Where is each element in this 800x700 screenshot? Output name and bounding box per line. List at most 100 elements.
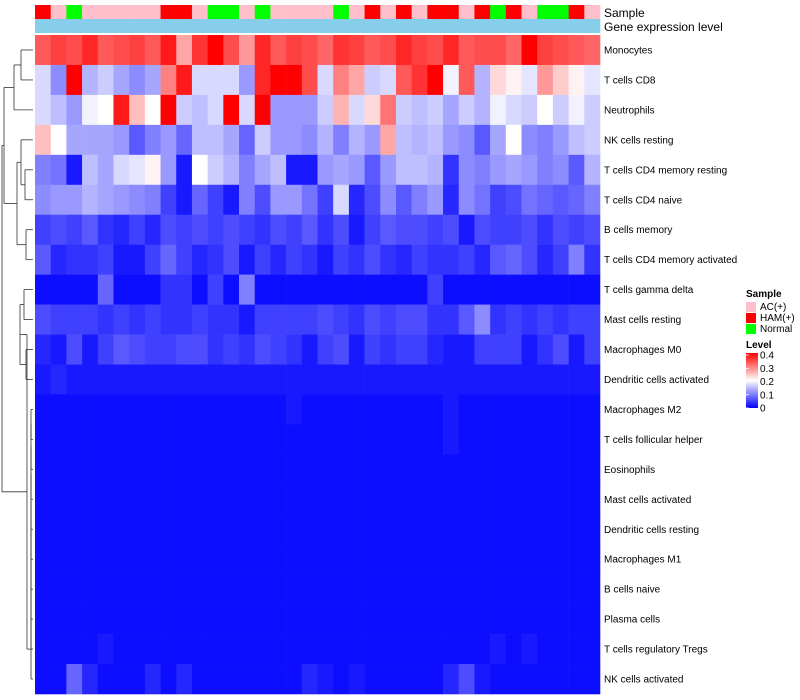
heatmap-cell — [458, 274, 475, 305]
heatmap-cell — [395, 484, 412, 515]
heatmap-cell — [333, 454, 350, 485]
color-scale-tick-label: 0.4 — [760, 351, 774, 362]
heatmap-cell — [113, 124, 130, 156]
heatmap-cell — [317, 274, 334, 305]
heatmap-cell — [144, 304, 161, 335]
heatmap-cell — [552, 64, 569, 96]
heatmap-cell — [286, 634, 303, 665]
heatmap-cell — [270, 424, 287, 455]
heatmap-cell — [443, 184, 460, 216]
heatmap-cell — [443, 364, 460, 395]
expression-annotation-cell — [286, 19, 303, 33]
heatmap-cell — [380, 634, 397, 665]
sample-annotation-cell — [97, 5, 114, 19]
heatmap-cell — [458, 334, 475, 365]
heatmap-cell — [113, 64, 130, 96]
heatmap-cell — [129, 364, 146, 395]
heatmap-cell — [552, 304, 569, 335]
heatmap-cell — [97, 334, 114, 365]
heatmap-cell — [474, 64, 491, 96]
heatmap-cell — [443, 304, 460, 335]
heatmap-cell — [223, 244, 240, 275]
heatmap-cell — [82, 514, 99, 545]
heatmap-cell — [584, 364, 601, 395]
heatmap-cell — [223, 574, 240, 605]
heatmap-cell — [97, 274, 114, 305]
heatmap-cell — [254, 484, 271, 515]
heatmap-cell — [97, 364, 114, 395]
heatmap-cell — [395, 364, 412, 395]
heatmap-cell — [364, 364, 381, 395]
heatmap-cell — [50, 664, 67, 695]
heatmap-cell — [286, 94, 303, 126]
heatmap-cell — [301, 544, 318, 575]
heatmap-cell — [286, 214, 303, 245]
heatmap-cell — [490, 364, 507, 395]
heatmap-cell — [458, 184, 475, 216]
heatmap-cell — [552, 35, 569, 66]
heatmap-cell — [411, 514, 428, 545]
heatmap-cell — [301, 184, 318, 216]
heatmap-cell — [35, 334, 51, 365]
heatmap-cell — [301, 364, 318, 395]
heatmap-cell — [191, 424, 208, 455]
heatmap-cell — [191, 574, 208, 605]
heatmap-cell — [317, 244, 334, 275]
heatmap-cell — [239, 35, 256, 66]
heatmap-cell — [521, 604, 538, 635]
heatmap-cell — [427, 244, 444, 275]
row-label: Mast cells activated — [604, 495, 691, 506]
heatmap-cell — [395, 304, 412, 335]
heatmap-cell — [490, 94, 507, 126]
heatmap-cell — [66, 574, 83, 605]
heatmap-cell — [66, 35, 83, 66]
heatmap-cell — [82, 244, 99, 275]
heatmap-cell — [568, 154, 585, 186]
heatmap-cell — [191, 124, 208, 156]
heatmap-cell — [82, 214, 99, 245]
color-scale-ticks: 0.4 0.3 0.2 0.1 0 — [746, 351, 774, 415]
heatmap-cell — [35, 364, 51, 395]
heatmap-cell — [364, 664, 381, 695]
heatmap-cell — [584, 634, 601, 665]
row-label: T cells CD4 naive — [604, 195, 683, 206]
heatmap-cell — [568, 394, 585, 425]
heatmap-cell — [380, 514, 397, 545]
heatmap-cell — [348, 634, 365, 665]
sample-annotation-cell — [552, 5, 569, 19]
heatmap-cell — [270, 274, 287, 305]
row-label: T cells CD4 memory resting — [604, 165, 727, 176]
sample-annotation-cell — [348, 5, 365, 19]
expression-annotation-cell — [490, 19, 507, 33]
heatmap-cell — [129, 544, 146, 575]
heatmap-cell — [411, 94, 428, 126]
heatmap-cell — [286, 664, 303, 695]
heatmap-cell — [364, 64, 381, 96]
expression-annotation-cell — [505, 19, 522, 33]
heatmap-cell — [458, 604, 475, 635]
heatmap-cell — [348, 544, 365, 575]
heatmap-cell — [380, 214, 397, 245]
heatmap-cell — [505, 604, 522, 635]
heatmap-cell — [490, 244, 507, 275]
heatmap-cell — [521, 154, 538, 186]
heatmap-cell — [191, 544, 208, 575]
heatmap-cell — [301, 124, 318, 156]
heatmap-cell — [317, 634, 334, 665]
heatmap-cell — [395, 394, 412, 425]
heatmap-cell — [348, 274, 365, 305]
heatmap-cell — [333, 64, 350, 96]
heatmap-cell — [254, 334, 271, 365]
heatmap-cell — [474, 184, 491, 216]
row-label: B cells memory — [604, 225, 672, 236]
heatmap-cell — [207, 244, 224, 275]
heatmap-cell — [144, 394, 161, 425]
heatmap-cell — [333, 94, 350, 126]
heatmap-cell — [176, 634, 193, 665]
heatmap-cell — [474, 94, 491, 126]
heatmap-cell — [35, 544, 51, 575]
heatmap-cell — [443, 94, 460, 126]
heatmap-cell — [223, 364, 240, 395]
heatmap-cell — [286, 154, 303, 186]
heatmap-cell — [317, 424, 334, 455]
